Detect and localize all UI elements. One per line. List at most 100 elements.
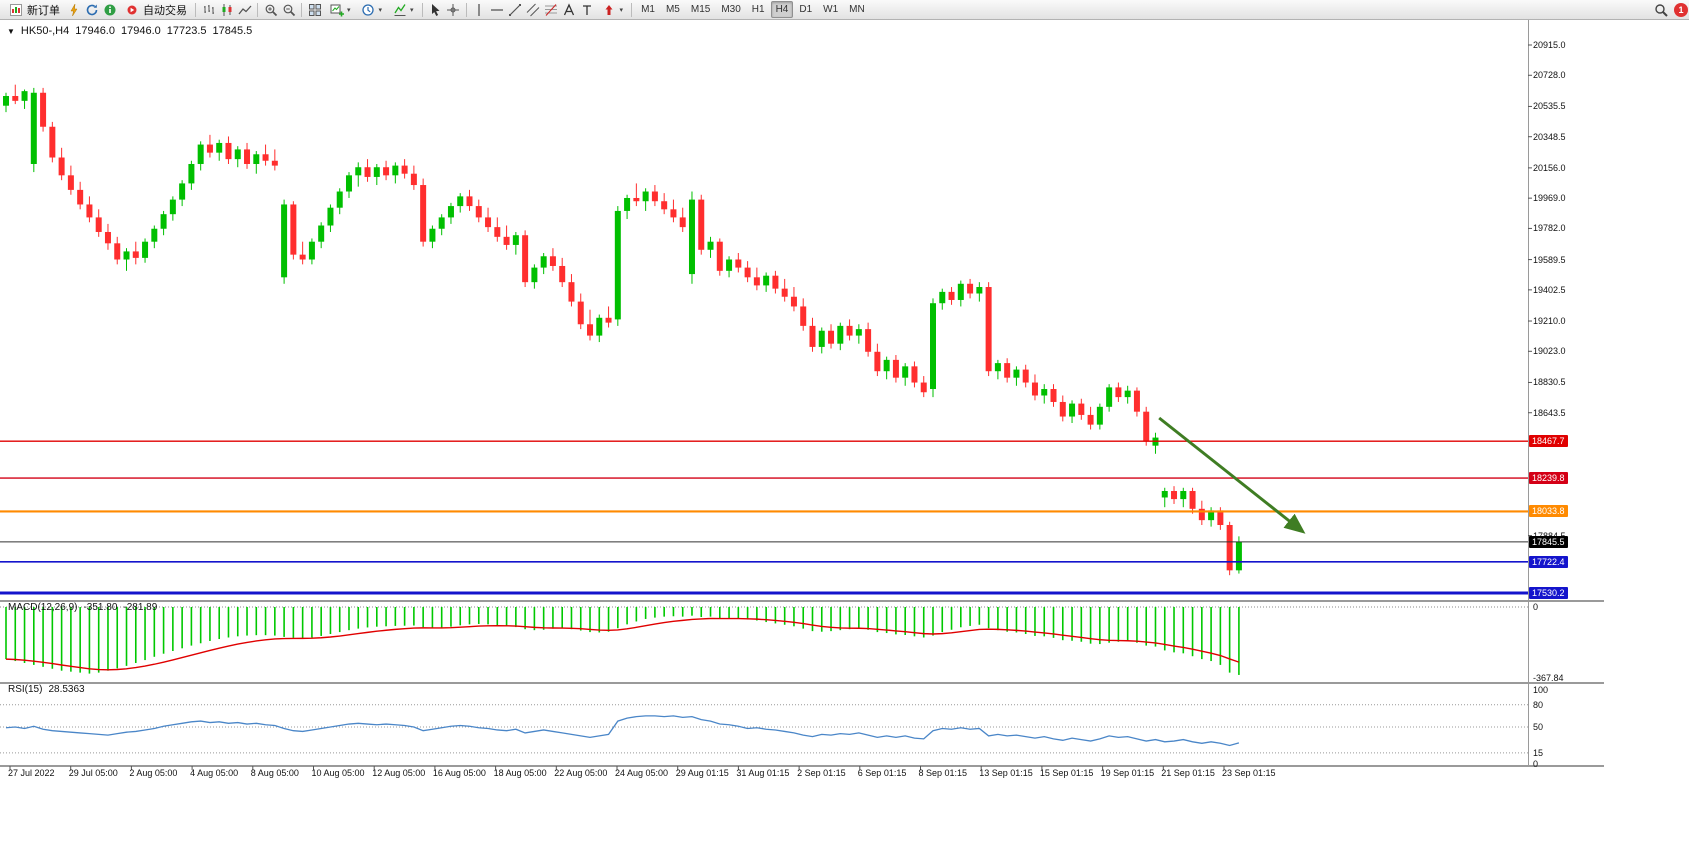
rsi-name: RSI(15) [8, 684, 43, 695]
price-axis-label: 19589.5 [1533, 254, 1566, 265]
time-axis-label: 4 Aug 05:00 [190, 768, 239, 778]
dropdown-arrow-icon: ▾ [378, 6, 383, 14]
time-axis-label: 29 Aug 01:15 [675, 768, 729, 778]
panel-frame [0, 20, 1604, 767]
time-axis-label: 23 Sep 01:15 [1222, 768, 1276, 778]
chart-profiles-button[interactable]: ▾ [356, 1, 387, 18]
timeframe-m1-button[interactable]: M1 [641, 4, 655, 15]
price-axis-label: 19023.0 [1533, 346, 1566, 357]
autotrading-button-label: 自动交易 [143, 4, 187, 17]
price-axis-label: 19782.0 [1533, 223, 1566, 234]
price-axis-label: 18643.5 [1533, 407, 1566, 418]
toolbar-separator [465, 2, 467, 17]
time-axis-label: 8 Sep 01:15 [918, 768, 968, 778]
notification-badge[interactable]: 1 [1674, 2, 1688, 17]
zoom-out-icon[interactable] [280, 2, 297, 18]
price-axis-label: 19210.0 [1533, 316, 1566, 327]
channel-icon[interactable] [525, 2, 542, 18]
price-level-tag: 17530.2 [1529, 586, 1568, 599]
arrows-button[interactable]: ▾ [597, 1, 628, 18]
price-axis-label: 20348.5 [1533, 131, 1566, 142]
time-axis-label: 12 Aug 05:00 [372, 768, 426, 778]
rsi-scale-label: 80 [1533, 699, 1544, 710]
rsi-scale-label: 15 [1533, 747, 1544, 758]
time-axis-label: 2 Sep 01:15 [797, 768, 846, 778]
time-axis-label: 22 Aug 05:00 [554, 768, 608, 778]
axis-ticks [9, 44, 1532, 770]
trend-arrow-annotation[interactable] [1158, 416, 1306, 534]
price-axis-label: 20728.0 [1533, 70, 1566, 81]
time-axis-label: 16 Aug 05:00 [432, 768, 486, 778]
cursor-icon[interactable] [427, 2, 444, 18]
horizontal-line-icon[interactable] [489, 2, 506, 18]
indicators-button[interactable]: ▾ [387, 1, 418, 18]
timeframe-h4-button[interactable]: H4 [770, 1, 794, 18]
timeframe-mn-button[interactable]: MN [849, 4, 865, 15]
dropdown-arrow-icon: ▾ [347, 6, 351, 14]
price-axis-label: 19969.0 [1533, 193, 1566, 204]
chart-title: HK50-,H4 [20, 25, 70, 37]
timeframe-d1-button[interactable]: D1 [799, 4, 813, 15]
price-axis-label: 17884.5 [1533, 531, 1566, 541]
crosshair-icon[interactable] [445, 2, 462, 18]
macd-panel[interactable] [0, 606, 1528, 675]
time-axis-label: 15 Sep 01:15 [1039, 768, 1094, 778]
time-axis-label: 18 Aug 05:00 [493, 768, 547, 778]
macd-main-value: -351.80 [83, 602, 118, 613]
new-chart-button[interactable]: ▾ [324, 1, 355, 18]
toolbar-separator [257, 2, 258, 17]
trendline-icon[interactable] [507, 2, 524, 18]
refresh-icon[interactable] [83, 2, 100, 18]
rsi-scale-label: 0 [1533, 759, 1539, 769]
autotrading-button[interactable]: 自动交易 [119, 1, 191, 18]
line-chart-icon[interactable] [236, 2, 253, 18]
rsi-panel[interactable] [0, 704, 1528, 754]
text-icon[interactable] [561, 2, 578, 18]
timeframe-w1-button[interactable]: W1 [823, 4, 839, 15]
price-axis-label: 18830.5 [1533, 377, 1566, 388]
time-axis-label: 27 Jul 2022 [8, 768, 55, 778]
candles-layer [3, 84, 1242, 576]
toolbar-separator [631, 2, 633, 17]
timeframe-m5-button[interactable]: M5 [665, 4, 680, 15]
rsi-indicator-label: RSI(15) 28.5363 [8, 684, 85, 695]
new-order-button[interactable]: 新订单 [3, 1, 64, 18]
symbol-dropdown-icon[interactable]: ▼ [7, 26, 15, 36]
time-axis-label: 10 Aug 05:00 [311, 768, 365, 778]
zoom-in-icon[interactable] [262, 2, 279, 18]
lightning-icon[interactable] [65, 2, 82, 18]
vertical-line-icon[interactable] [471, 2, 488, 18]
price-axis-label: 20156.0 [1533, 162, 1566, 173]
new-order-icon [7, 2, 24, 18]
search-icon[interactable] [1652, 2, 1669, 18]
bar-chart-icon[interactable] [200, 2, 217, 18]
chart-ohlc-header: ▼ HK50-,H4 17946.0 17946.0 17723.5 17845… [7, 25, 252, 37]
toolbar-separator [421, 2, 423, 17]
tile-windows-icon[interactable] [306, 2, 323, 18]
time-axis-label: 8 Aug 05:00 [250, 768, 299, 778]
macd-scale-label: -367.84 [1533, 673, 1564, 683]
ohlc-open: 17946.0 [75, 25, 115, 37]
timeframe-h1-button[interactable]: H1 [751, 4, 765, 15]
autotrading-icon [123, 2, 140, 18]
macd-indicator-label: MACD(12,26,9) -351.80 -281.89 [8, 602, 157, 613]
rsi-scale-label: 50 [1533, 722, 1544, 732]
toolbar-separator [195, 2, 196, 17]
time-axis-label: 31 Aug 01:15 [736, 768, 790, 778]
timeframe-m30-button[interactable]: M30 [721, 4, 741, 15]
macd-name: MACD(12,26,9) [8, 602, 78, 613]
price-axis-label: 20915.0 [1533, 40, 1566, 50]
price-level-tag: 18239.8 [1529, 472, 1568, 485]
time-axis-label: 21 Sep 01:15 [1161, 768, 1215, 778]
new-chart-icon [328, 2, 345, 18]
price-lines-layer[interactable] [0, 440, 1528, 595]
ohlc-close: 17845.5 [212, 25, 253, 37]
new-order-button-label: 新订单 [27, 4, 60, 17]
timeframe-m15-button[interactable]: M15 [690, 4, 711, 15]
fibonacci-icon[interactable] [543, 2, 560, 18]
candlestick-chart-icon[interactable] [218, 2, 235, 18]
info-icon[interactable] [101, 2, 118, 18]
time-axis-label: 19 Sep 01:15 [1100, 768, 1155, 778]
label-icon[interactable] [579, 2, 596, 18]
